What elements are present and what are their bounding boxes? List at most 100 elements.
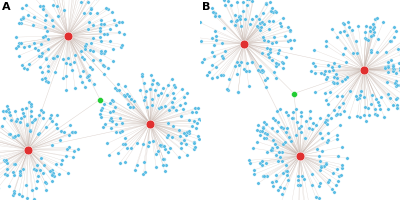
- Point: [372, 108, 378, 111]
- Point: [393, 80, 400, 83]
- Point: [365, 40, 372, 43]
- Point: [131, 99, 138, 103]
- Point: [178, 88, 185, 91]
- Point: [237, 18, 244, 21]
- Point: [324, 140, 330, 144]
- Point: [278, 160, 285, 163]
- Point: [281, 35, 288, 38]
- Point: [268, 149, 274, 152]
- Point: [212, 39, 219, 43]
- Point: [24, 68, 30, 71]
- Point: [235, 91, 241, 94]
- Point: [176, 104, 183, 107]
- Point: [290, 111, 296, 114]
- Point: [63, 76, 69, 79]
- Point: [19, 7, 26, 10]
- Point: [269, 147, 275, 150]
- Point: [86, 79, 93, 82]
- Point: [385, 108, 392, 111]
- Point: [6, 133, 12, 136]
- Point: [244, 62, 250, 66]
- Point: [52, 162, 59, 166]
- Point: [260, 126, 266, 129]
- Point: [303, 120, 309, 123]
- Point: [330, 69, 336, 72]
- Point: [50, 174, 57, 178]
- Point: [190, 148, 197, 151]
- Point: [12, 135, 18, 138]
- Point: [18, 22, 24, 26]
- Point: [225, 1, 231, 4]
- Point: [106, 110, 113, 114]
- Point: [160, 164, 166, 167]
- Point: [318, 136, 325, 140]
- Point: [215, 16, 222, 19]
- Point: [45, 70, 52, 73]
- Point: [342, 61, 349, 64]
- Point: [326, 91, 333, 94]
- Point: [396, 84, 400, 87]
- Point: [295, 179, 301, 182]
- Point: [102, 50, 109, 53]
- Point: [262, 79, 268, 82]
- Point: [90, 24, 96, 27]
- Point: [49, 172, 56, 175]
- Point: [318, 164, 325, 168]
- Point: [43, 188, 50, 192]
- Point: [98, 116, 104, 119]
- Point: [97, 40, 104, 43]
- Point: [31, 42, 37, 45]
- Point: [66, 134, 72, 137]
- Point: [346, 116, 352, 119]
- Point: [0, 155, 2, 158]
- Point: [28, 120, 35, 124]
- Point: [51, 57, 57, 60]
- Point: [211, 13, 218, 16]
- Point: [38, 43, 45, 46]
- Point: [100, 126, 106, 129]
- Point: [70, 155, 76, 159]
- Point: [241, 43, 247, 46]
- Point: [11, 173, 18, 176]
- Point: [101, 24, 107, 27]
- Point: [365, 107, 371, 110]
- Text: B: B: [202, 2, 210, 12]
- Point: [222, 5, 229, 8]
- Point: [285, 40, 291, 43]
- Point: [100, 64, 106, 67]
- Point: [324, 132, 331, 135]
- Point: [160, 158, 167, 161]
- Point: [316, 155, 322, 158]
- Point: [328, 28, 335, 31]
- Point: [245, 0, 252, 2]
- Point: [377, 108, 384, 111]
- Point: [165, 109, 172, 112]
- Point: [357, 94, 364, 97]
- Point: [169, 135, 175, 139]
- Point: [124, 93, 130, 96]
- Point: [250, 147, 256, 150]
- Point: [392, 98, 399, 101]
- Point: [190, 120, 197, 123]
- Point: [154, 82, 160, 85]
- Point: [158, 92, 164, 95]
- Point: [299, 174, 305, 177]
- Point: [109, 99, 116, 102]
- Point: [301, 178, 308, 181]
- Point: [280, 67, 286, 70]
- Point: [338, 173, 344, 177]
- Point: [334, 36, 340, 39]
- Point: [28, 110, 35, 113]
- Point: [110, 60, 116, 63]
- Point: [118, 130, 125, 133]
- Point: [158, 106, 165, 109]
- Point: [374, 51, 380, 54]
- Point: [372, 113, 378, 116]
- Point: [128, 98, 134, 101]
- Point: [116, 89, 122, 92]
- Point: [196, 138, 202, 141]
- Point: [258, 69, 265, 72]
- Point: [34, 164, 40, 167]
- Point: [52, 71, 58, 75]
- Point: [195, 134, 201, 138]
